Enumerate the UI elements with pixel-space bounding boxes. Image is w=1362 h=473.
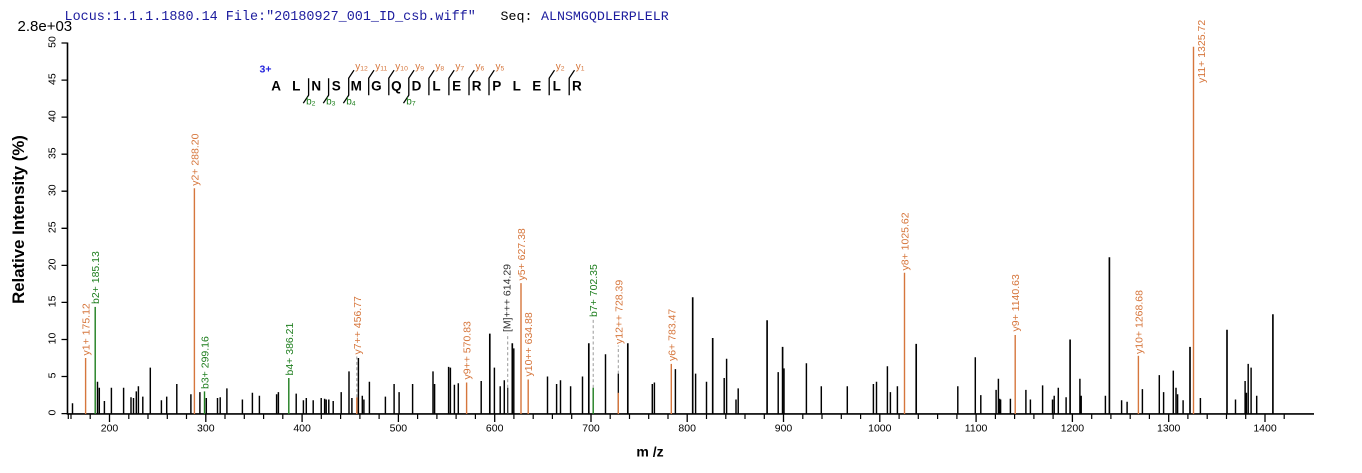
svg-text:800: 800	[678, 423, 696, 435]
svg-text:y10: y10	[395, 62, 408, 73]
svg-text:200: 200	[101, 423, 119, 435]
svg-text:b3: b3	[326, 97, 336, 108]
svg-text:y10+ 1268.68: y10+ 1268.68	[1133, 290, 1145, 354]
svg-text:y10++ 634.88: y10++ 634.88	[523, 312, 535, 376]
svg-text:A: A	[271, 78, 281, 93]
svg-text:ALNSMGQDLERPLELR: ALNSMGQDLERPLELR	[541, 9, 669, 24]
svg-text:b2+ 185.13: b2+ 185.13	[90, 251, 102, 304]
svg-text:b7: b7	[406, 97, 416, 108]
svg-text:y12: y12	[355, 62, 368, 73]
svg-text:m /z: m /z	[636, 443, 663, 459]
svg-text:2.8e+03: 2.8e+03	[18, 18, 73, 35]
svg-text:E: E	[452, 78, 461, 93]
svg-text:30: 30	[47, 184, 59, 196]
svg-text:y7++ 456.77: y7++ 456.77	[352, 296, 364, 355]
svg-text:M: M	[351, 78, 362, 93]
svg-text:y8: y8	[435, 62, 444, 73]
svg-text:E: E	[532, 78, 541, 93]
svg-text:y9: y9	[415, 62, 424, 73]
svg-text:y2+ 288.20: y2+ 288.20	[189, 133, 201, 185]
svg-text:y11+ 1325.72: y11+ 1325.72	[1196, 20, 1208, 83]
svg-text:y9++ 570.83: y9++ 570.83	[462, 321, 474, 380]
svg-text:R: R	[472, 78, 482, 93]
svg-text:Relative Intensity (%): Relative Intensity (%)	[9, 135, 28, 304]
svg-text:40: 40	[47, 110, 59, 122]
svg-text:L: L	[513, 78, 521, 93]
svg-text:3+: 3+	[260, 64, 272, 76]
svg-text:700: 700	[582, 423, 600, 435]
svg-text:L: L	[292, 78, 300, 93]
svg-text:600: 600	[486, 423, 504, 435]
svg-text:R: R	[572, 78, 582, 93]
svg-text:25: 25	[47, 221, 59, 233]
svg-text:Seq:: Seq:	[501, 9, 533, 24]
svg-text:P: P	[492, 78, 501, 93]
svg-text:1100: 1100	[965, 423, 988, 435]
svg-text:y7: y7	[455, 62, 464, 73]
svg-text:5: 5	[47, 372, 59, 378]
svg-text:20: 20	[47, 258, 59, 270]
svg-text:b7+ 702.35: b7+ 702.35	[588, 264, 600, 317]
svg-text:L: L	[553, 78, 561, 93]
svg-text:y6: y6	[476, 62, 485, 73]
svg-text:0: 0	[47, 410, 59, 416]
svg-text:Locus:1.1.1.1880.14 File:"2018: Locus:1.1.1.1880.14 File:"20180927_001_I…	[65, 10, 476, 25]
svg-text:b4+ 386.21: b4+ 386.21	[284, 322, 296, 375]
svg-text:Q: Q	[391, 78, 402, 93]
svg-text:y5: y5	[496, 62, 505, 73]
svg-text:400: 400	[293, 423, 311, 435]
svg-text:L: L	[432, 78, 440, 93]
svg-text:D: D	[412, 78, 422, 93]
svg-text:y8+ 1025.62: y8+ 1025.62	[900, 212, 912, 270]
svg-text:y5+ 627.38: y5+ 627.38	[516, 228, 528, 280]
svg-text:y11: y11	[375, 62, 387, 73]
svg-text:y1: y1	[576, 62, 585, 73]
svg-text:b3+ 299.16: b3+ 299.16	[200, 336, 212, 389]
svg-text:y12++ 728.39: y12++ 728.39	[613, 280, 625, 344]
svg-text:35: 35	[47, 147, 59, 159]
svg-text:50: 50	[47, 36, 59, 48]
svg-text:300: 300	[197, 423, 215, 435]
svg-text:900: 900	[775, 423, 793, 435]
svg-text:N: N	[311, 78, 321, 93]
svg-text:y2: y2	[556, 62, 565, 73]
svg-text:S: S	[332, 78, 341, 93]
svg-text:10: 10	[47, 333, 59, 345]
svg-text:b2: b2	[306, 97, 316, 108]
svg-text:1400: 1400	[1253, 423, 1277, 435]
svg-text:1000: 1000	[868, 423, 892, 435]
svg-text:45: 45	[47, 73, 59, 85]
svg-text:y9+ 1140.63: y9+ 1140.63	[1010, 274, 1022, 331]
svg-text:y6+ 783.47: y6+ 783.47	[666, 309, 678, 361]
svg-text:500: 500	[390, 423, 408, 435]
svg-text:[M]+++ 614.29: [M]+++ 614.29	[502, 264, 514, 332]
svg-text:G: G	[371, 78, 382, 93]
svg-text:1200: 1200	[1061, 423, 1085, 435]
svg-text:15: 15	[47, 295, 59, 307]
svg-text:1300: 1300	[1157, 423, 1181, 435]
svg-text:b4: b4	[346, 97, 356, 108]
svg-text:y1+ 175.12: y1+ 175.12	[81, 303, 93, 355]
